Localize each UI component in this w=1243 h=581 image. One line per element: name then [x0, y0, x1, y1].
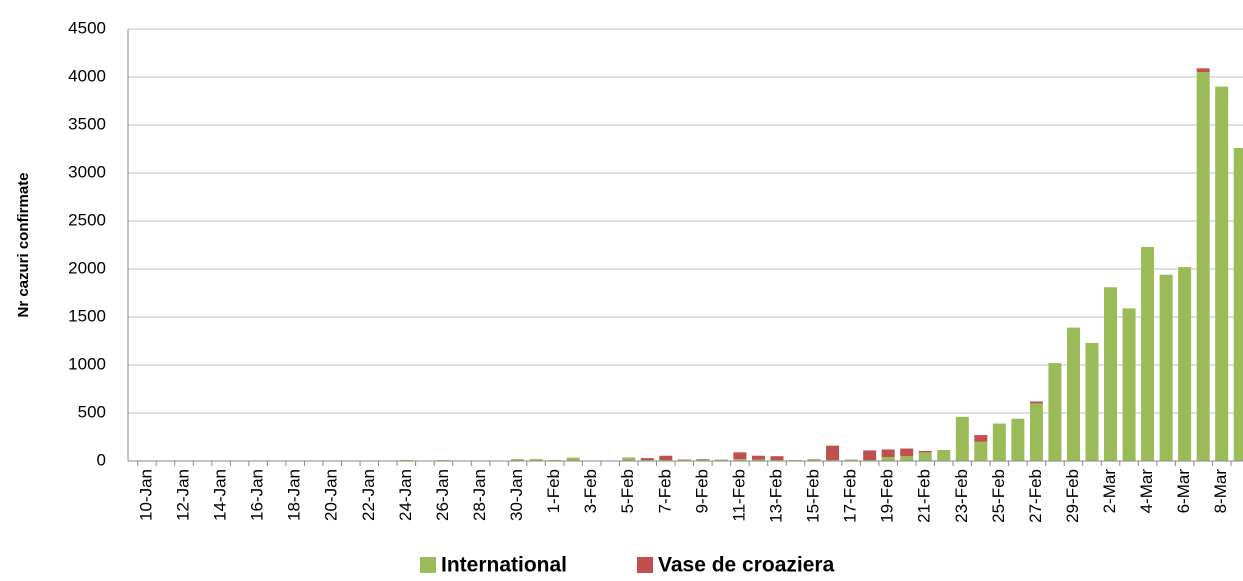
x-tick-label: 18-Jan [285, 469, 304, 521]
bar-segment [807, 459, 821, 461]
bar-segment [770, 456, 784, 461]
bar-segment [1048, 363, 1062, 461]
x-tick-label: 22-Jan [359, 469, 378, 521]
x-tick-label: 25-Feb [989, 469, 1008, 523]
x-tick-label: 19-Feb [878, 469, 897, 523]
bar-segment [826, 445, 840, 461]
x-tick-label: 14-Jan [211, 469, 230, 521]
bar-segment [844, 459, 858, 461]
x-tick-label: 10-Jan [136, 469, 155, 521]
bar-segment [900, 456, 914, 461]
bar-segment [918, 450, 932, 453]
bar-segment [992, 423, 1006, 461]
bar-segment [733, 459, 747, 461]
y-tick-label: 4500 [68, 18, 106, 37]
bar-segment [863, 450, 877, 461]
y-tick-label: 1500 [68, 306, 106, 325]
y-tick-label: 0 [97, 450, 106, 469]
bar-segment [511, 459, 525, 461]
x-tick-label: 28-Jan [470, 469, 489, 521]
y-tick-label: 500 [78, 402, 106, 421]
legend-swatch [637, 557, 653, 573]
x-tick-label: 9-Feb [692, 469, 711, 513]
bar-segment [1066, 327, 1080, 461]
y-tick-label: 3500 [68, 114, 106, 133]
x-tick-label: 17-Feb [841, 469, 860, 523]
legend-label: International [441, 554, 567, 577]
bar-segment [714, 459, 728, 461]
bar-segment [1029, 401, 1043, 404]
x-tick-label: 16-Jan [248, 469, 267, 521]
bar-segment [1215, 86, 1229, 461]
bar-segment [751, 455, 765, 460]
x-tick-label: 13-Feb [766, 469, 785, 523]
y-axis-label: Nr cazuri confirmate [15, 172, 32, 317]
bar-segment [974, 435, 988, 442]
bar-segment [1196, 72, 1210, 461]
bar-segment [955, 416, 969, 461]
y-tick-label: 4000 [68, 66, 106, 85]
bar-segment [937, 449, 951, 461]
bar-segment [1104, 287, 1118, 461]
bar-segment [659, 455, 673, 461]
x-tick-label: 5-Feb [618, 469, 637, 513]
bar-segment [1178, 267, 1192, 461]
bar-segment [1159, 274, 1173, 461]
bar-segment [529, 459, 543, 461]
x-tick-label: 6-Mar [1174, 469, 1193, 514]
bar-segment [900, 448, 914, 457]
x-tick-label: 26-Jan [433, 469, 452, 521]
x-tick-label: 8-Mar [1211, 469, 1230, 514]
bar-segment [881, 449, 895, 458]
x-tick-label: 2-Mar [1100, 469, 1119, 514]
bar-segment [1233, 148, 1243, 462]
x-tick-label: 12-Jan [174, 469, 193, 521]
x-tick-label: 4-Mar [1137, 469, 1156, 514]
bar-segment [1196, 68, 1210, 73]
x-tick-label: 20-Jan [322, 469, 341, 521]
x-tick-label: 1-Feb [544, 469, 563, 513]
bar-segment [566, 457, 580, 461]
bar-segment [1141, 246, 1155, 461]
y-tick-label: 2000 [68, 258, 106, 277]
x-tick-label: 21-Feb [915, 469, 934, 523]
bar-segment [974, 441, 988, 461]
bar-segment [1085, 342, 1099, 461]
y-tick-label: 1000 [68, 354, 106, 373]
bar-segment [918, 452, 932, 461]
x-tick-label: 15-Feb [804, 469, 823, 523]
bar-segment [622, 458, 636, 461]
legend-label: Vase de croaziera [658, 554, 835, 577]
x-tick-label: 27-Feb [1026, 469, 1045, 523]
bar-segment [1011, 418, 1025, 461]
bar-segment [751, 459, 765, 461]
x-tick-label: 23-Feb [952, 469, 971, 523]
bar-segment [640, 458, 654, 461]
x-tick-label: 29-Feb [1063, 469, 1082, 523]
bar-segment [1122, 308, 1136, 461]
legend-swatch [420, 557, 436, 573]
x-tick-label: 30-Jan [507, 469, 526, 521]
bar-segment [881, 457, 895, 461]
bar-segment [733, 452, 747, 460]
bar-segment [696, 459, 710, 461]
x-tick-label: 7-Feb [655, 469, 674, 513]
x-tick-label: 3-Feb [581, 469, 600, 513]
x-tick-label: 11-Feb [729, 469, 748, 522]
y-tick-label: 3000 [68, 162, 106, 181]
x-tick-label: 24-Jan [396, 469, 415, 521]
bar-segment [1029, 403, 1043, 461]
y-tick-label: 2500 [68, 210, 106, 229]
